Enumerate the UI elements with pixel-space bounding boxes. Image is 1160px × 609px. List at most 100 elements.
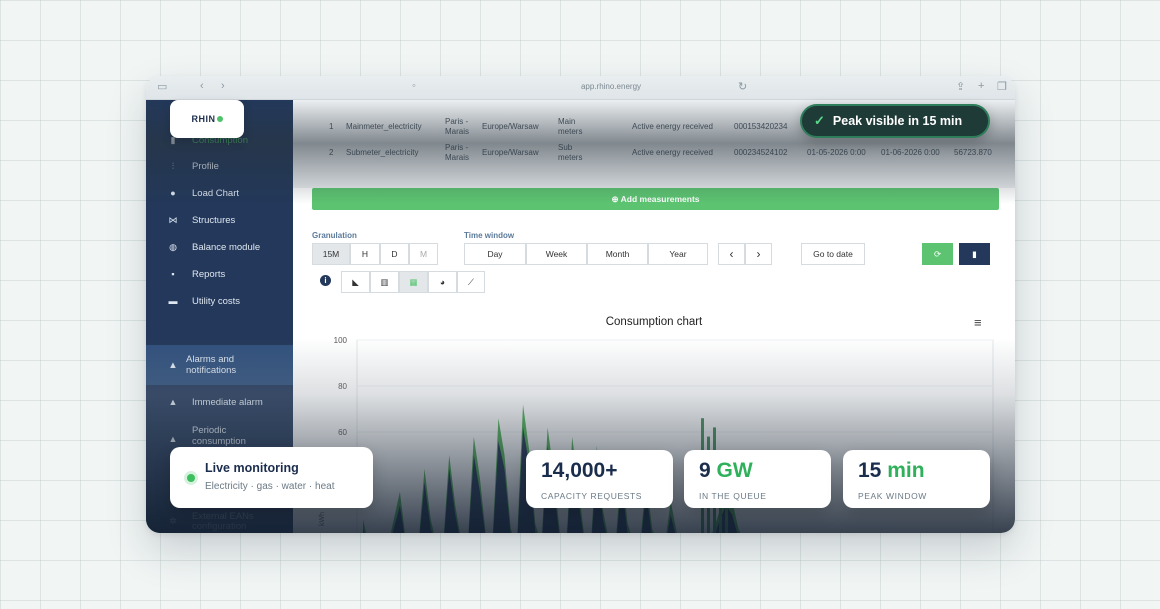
sidebar-item-reports[interactable]: ▪ Reports <box>146 261 293 287</box>
granulation-h-button[interactable]: H <box>350 243 380 265</box>
refresh-button[interactable]: ⟳ <box>922 243 953 265</box>
add-measurements-button[interactable]: ⊕ Add measurements <box>312 188 999 210</box>
time-window-month-button[interactable]: Month <box>587 243 648 265</box>
timezone: Europe/Warsaw <box>482 148 539 157</box>
row-number: 2 <box>329 148 334 157</box>
y-tick-label: 100 <box>334 336 348 345</box>
notification-text: Peak visible in 15 min <box>832 114 963 128</box>
granulation-label: Granulation <box>312 231 357 240</box>
granulation-d-button[interactable]: D <box>380 243 409 265</box>
chart-type-pie-button[interactable]: ◕ <box>428 271 457 293</box>
logo-text: RHIN <box>191 114 216 124</box>
measurement: Active energy received <box>632 122 713 131</box>
line-chart-icon: ⫶ <box>171 160 175 171</box>
place-line: Paris - <box>445 143 469 152</box>
stat-label: IN THE QUEUE <box>699 491 767 501</box>
sidebar-item-label: Immediate alarm <box>192 396 263 408</box>
live-status-icon <box>184 471 198 485</box>
sidebar-item-label: External EANs configuration <box>192 512 254 532</box>
section-label-line: notifications <box>186 365 237 376</box>
sidebar-item-utility-costs[interactable]: ▬ Utility costs <box>146 288 293 314</box>
next-button[interactable]: › <box>745 243 772 265</box>
y-tick-label: 60 <box>338 428 347 437</box>
previous-button[interactable]: ‹ <box>718 243 745 265</box>
logo[interactable]: RHIN <box>170 100 244 138</box>
place-cell: Paris - Marais <box>445 143 469 163</box>
place-line: Paris - <box>445 117 469 126</box>
sidebar-item-load-chart[interactable]: ● Load Chart <box>146 180 293 206</box>
new-tab-icon[interactable]: + <box>978 80 985 92</box>
sidebar-item-external-eans[interactable]: ✲ External EANs configuration <box>146 512 293 533</box>
sidebar-item-label: Profile <box>192 160 219 172</box>
y-axis-ticks: 100 80 60 <box>334 336 348 437</box>
stat-card-queue: 9 GW IN THE QUEUE <box>684 450 831 508</box>
refresh-icon: ⟳ <box>933 248 942 259</box>
granulation-m-button[interactable]: M <box>409 243 438 265</box>
place-line: Marais <box>445 127 470 136</box>
share-icon[interactable]: ⇪ <box>956 81 966 93</box>
granulation-15m-button[interactable]: 15M <box>312 243 350 265</box>
sidebar-item-label: Load Chart <box>192 187 240 199</box>
column-chart-icon: ▦ <box>409 276 418 287</box>
trash-icon: ▮ <box>972 248 977 259</box>
stat-value: 15 min <box>858 459 925 483</box>
chart-title: Consumption chart <box>605 316 703 328</box>
time-window-day-button[interactable]: Day <box>464 243 526 265</box>
sidebar-item-label: Utility costs <box>192 295 241 307</box>
meter-name: Submeter_electricity <box>346 148 419 157</box>
sidebar-item-label: Structures <box>192 214 236 226</box>
type-line: Main <box>558 117 576 126</box>
section-label-line: Alarms and <box>186 354 235 365</box>
time-window-week-button[interactable]: Week <box>526 243 587 265</box>
label-line: consumption <box>192 436 246 447</box>
chart-type-bar-button[interactable]: ▥ <box>370 271 399 293</box>
bulb-icon: ● <box>170 188 176 198</box>
sidebar-section-label: Alarms and notifications <box>186 354 236 376</box>
pie-chart-icon: ◕ <box>439 277 446 287</box>
stat-unit: GW <box>716 459 753 482</box>
time-window-year-button[interactable]: Year <box>648 243 708 265</box>
sidebar-section-alarms[interactable]: ▲ Alarms and notifications <box>146 345 293 385</box>
meter-name: Mainmeter_electricity <box>346 122 422 131</box>
sidebar-toggle-icon[interactable]: ▭ <box>157 81 168 93</box>
stat-unit: min <box>887 459 925 482</box>
sidebar-item-profile[interactable]: ⫶ Profile <box>146 153 293 179</box>
url-bar[interactable]: app.rhino.energy <box>580 82 642 91</box>
globe-icon: ◍ <box>169 241 177 252</box>
gear-icon: ✲ <box>169 516 177 526</box>
chart-type-line-button[interactable]: ⟋ <box>457 271 485 293</box>
y-axis-label: kWh <box>319 512 326 526</box>
reload-icon[interactable]: ↻ <box>738 81 748 93</box>
meter-id: 000234524102 <box>734 148 788 157</box>
live-monitoring-card: Live monitoring Electricity · gas · wate… <box>170 447 373 508</box>
sidebar-item-label: Reports <box>192 268 226 280</box>
go-to-date-button[interactable]: Go to date <box>801 243 865 265</box>
stat-card-peak: 15 min PEAK WINDOW <box>843 450 990 508</box>
sidebar-item-balance-module[interactable]: ◍ Balance module <box>146 234 293 260</box>
live-card-title: Live monitoring <box>205 461 299 475</box>
back-icon[interactable]: ‹ <box>200 80 204 92</box>
browser-titlebar: ▭ ‹ › ◦ app.rhino.energy ↻ ⇪ + ❐ <box>146 76 1015 100</box>
tabs-overview-icon[interactable]: ❐ <box>997 81 1007 93</box>
live-card-subtitle: Electricity · gas · water · heat <box>205 481 335 492</box>
date-from: 01-05-2026 0:00 <box>807 148 866 157</box>
stat-label: PEAK WINDOW <box>858 491 927 501</box>
logo-dot-icon <box>216 116 223 122</box>
wallet-icon: ▬ <box>168 296 178 306</box>
date-to: 01-06-2026 0:00 <box>881 148 940 157</box>
delete-button[interactable]: ▮ <box>959 243 990 265</box>
sidebar-item-immediate-alarm[interactable]: ▲ Immediate alarm <box>146 389 293 415</box>
measurement: Active energy received <box>632 148 713 157</box>
forward-icon[interactable]: › <box>221 80 225 92</box>
stat-value: 9 GW <box>699 459 753 483</box>
table-row[interactable]: 2 Submeter_electricity Paris - Marais Eur… <box>293 139 1015 165</box>
hamburger-menu-icon[interactable]: ≡ <box>974 315 982 330</box>
type-line: Sub <box>558 143 573 152</box>
stat-value: 14,000+ <box>541 459 618 483</box>
chart-type-column-button[interactable]: ▦ <box>399 271 428 293</box>
peak-notification: ✓ Peak visible in 15 min <box>800 104 990 138</box>
sidebar-item-structures[interactable]: ⋈ Structures <box>146 207 293 233</box>
y-tick-label: 80 <box>338 382 347 391</box>
chart-type-area-button[interactable]: ◣ <box>341 271 370 293</box>
info-icon[interactable]: i <box>320 275 331 286</box>
